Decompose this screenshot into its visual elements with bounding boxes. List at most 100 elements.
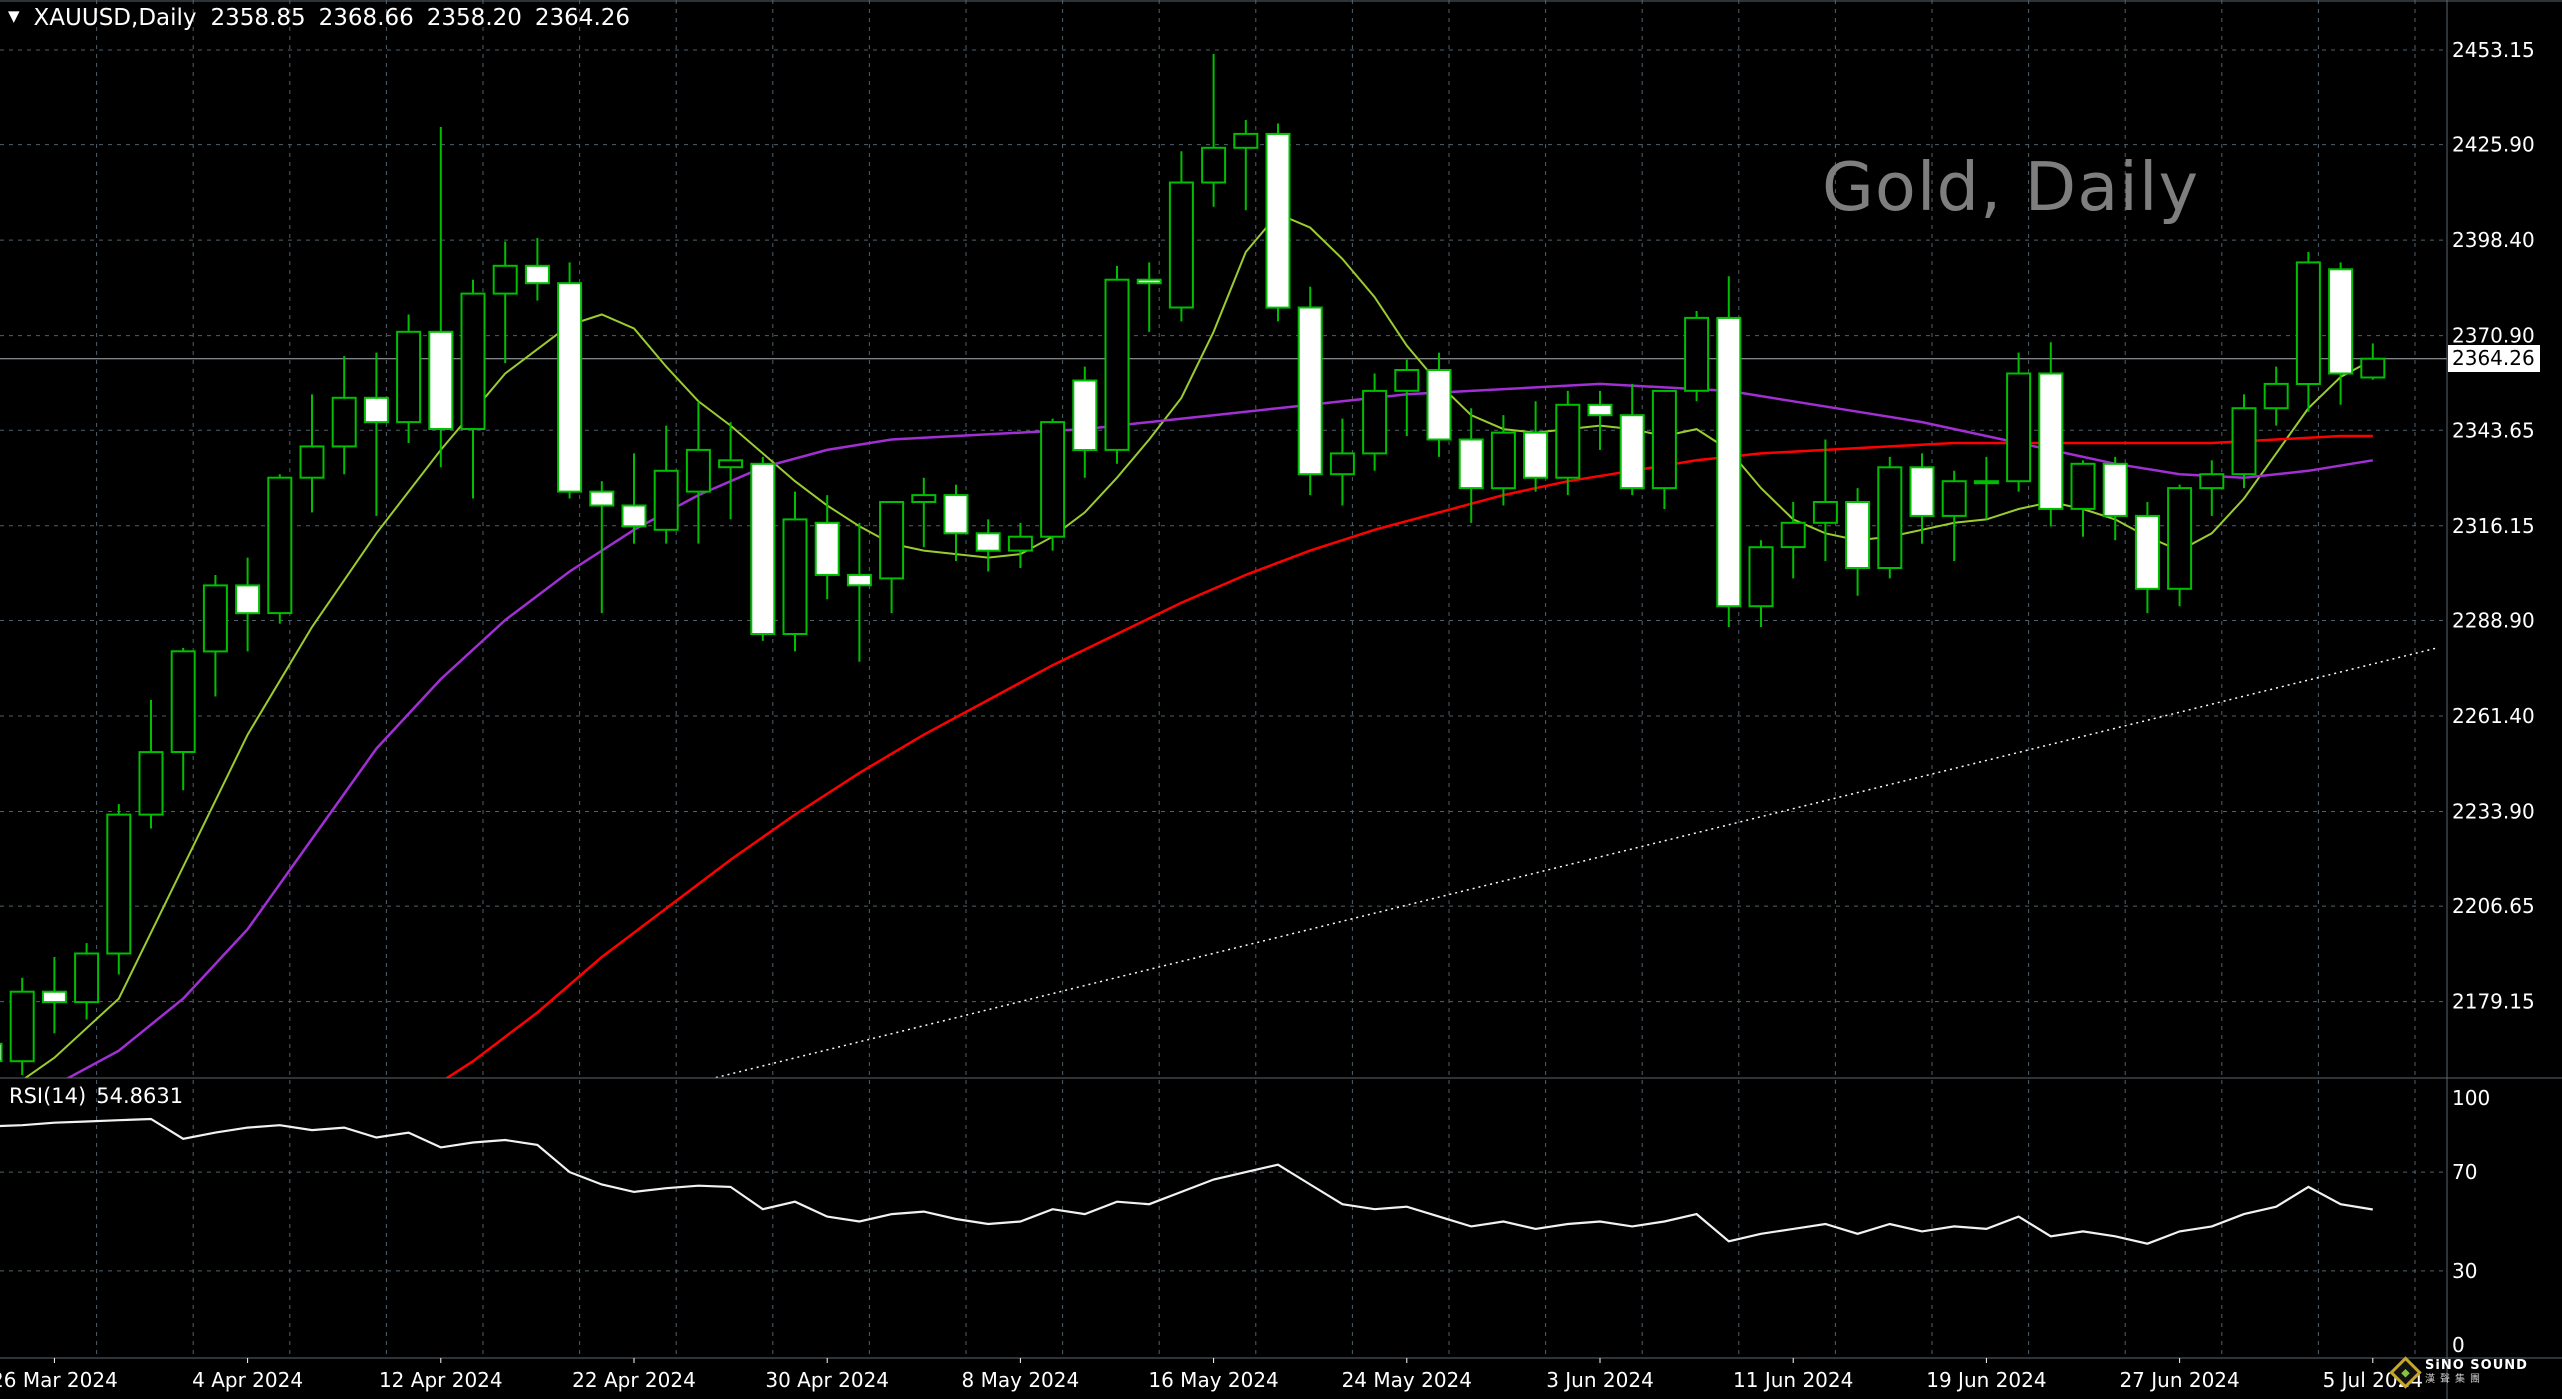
price-tick-label: 2343.65: [2452, 418, 2535, 442]
price-tick-label: 2261.40: [2452, 704, 2535, 728]
candle-body: [9, 990, 35, 1063]
candle-body: [428, 330, 454, 430]
rsi-tick-label: 0: [2452, 1333, 2465, 1357]
candle-body: [1716, 316, 1742, 608]
high-value: 2368.66: [318, 5, 414, 31]
price-tick-label: 2316.15: [2452, 514, 2535, 538]
date-tick-label: 11 Jun 2024: [1733, 1368, 1853, 1392]
candle-body: [170, 650, 196, 753]
candle-body: [2006, 372, 2032, 483]
rsi-series: [0, 1117, 2373, 1245]
candle-body: [1684, 316, 1710, 392]
candle-body: [460, 292, 486, 430]
candle-body: [138, 751, 164, 816]
current-price-tag: 2364.26: [2448, 345, 2540, 372]
candle-body: [1490, 431, 1516, 490]
candle-body: [2360, 357, 2386, 379]
candle-body: [299, 445, 325, 479]
low-value: 2358.20: [426, 5, 522, 31]
candle-body: [1040, 421, 1066, 538]
candle-body: [1233, 132, 1259, 149]
candle-body: [589, 490, 615, 507]
price-tick-label: 2425.90: [2452, 133, 2535, 157]
price-tick-label: 2206.65: [2452, 894, 2535, 918]
candle-body: [846, 573, 872, 587]
candle-body: [1780, 521, 1806, 549]
candle-body: [41, 990, 67, 1004]
candle-body: [1877, 466, 1903, 569]
price-tick-label: 2370.90: [2452, 324, 2535, 348]
candle-body: [782, 518, 808, 636]
broker-logo-icon: [2389, 1355, 2422, 1389]
candle-body: [1329, 452, 1355, 476]
chart-watermark: Gold, Daily: [1822, 148, 2200, 226]
candle-body: [1458, 438, 1484, 490]
price-tick-label: 2288.90: [2452, 608, 2535, 632]
broker-logo-name: SiNO SOUND: [2425, 1358, 2528, 1373]
candle-body: [1168, 181, 1194, 309]
candle-body: [331, 396, 357, 448]
series-ma_long: [444, 434, 2373, 1078]
candle-body: [879, 501, 905, 580]
price-tick-label: 2398.40: [2452, 228, 2535, 252]
candle-body: [2199, 473, 2225, 490]
candle-body: [1651, 389, 1677, 490]
close-value: 2364.26: [534, 5, 631, 31]
candle-body: [943, 494, 969, 535]
candle-body: [557, 282, 583, 493]
candle-body: [1812, 501, 1838, 524]
symbol-info-bar: ▼ XAUUSD,Daily 2358.85 2368.66 2358.20 2…: [8, 5, 630, 31]
broker-logo-cjk: 漢聲集團: [2425, 1373, 2485, 1385]
candle-body: [2263, 382, 2289, 410]
rsi-tick-label: 30: [2452, 1259, 2477, 1283]
date-tick-label: 19 Jun 2024: [1926, 1368, 2046, 1392]
candle-body: [1555, 403, 1581, 479]
date-tick-label: 22 Apr 2024: [572, 1368, 696, 1392]
date-tick-label: 26 Mar 2024: [0, 1368, 118, 1392]
candle-body: [1426, 369, 1452, 441]
candle-body: [396, 330, 422, 424]
date-tick-label: 16 May 2024: [1148, 1368, 1278, 1392]
candle-body: [202, 584, 228, 653]
candle-body: [1619, 414, 1645, 490]
series-ma_fast: [23, 212, 2374, 1078]
candle-body: [2231, 407, 2257, 476]
price-tick-label: 2179.15: [2452, 990, 2535, 1014]
candle-body: [1072, 379, 1098, 451]
time-axis[interactable]: 26 Mar 2024 4 Apr 2024 12 Apr 2024 22 Apr 2…: [0, 1358, 2423, 1392]
candle-body: [975, 532, 1001, 552]
candle-body: [524, 264, 550, 285]
candle-body: [685, 448, 711, 493]
candle-body: [235, 584, 261, 615]
candle-body: [1941, 480, 1967, 517]
candle-body: [0, 1042, 3, 1063]
price-axis[interactable]: 2453.15 2425.90 2398.40 2370.90 2343.65 2316.…: [2452, 38, 2535, 1357]
candle-body: [2102, 462, 2128, 517]
rsi-indicator-label: RSI(14) 54.8631: [9, 1084, 183, 1108]
candle-body: [492, 264, 518, 295]
price-tick-label: 2453.15: [2452, 38, 2535, 62]
symbol-period-label: XAUUSD,Daily: [33, 5, 197, 31]
symbol-dropdown-icon[interactable]: ▼: [8, 7, 20, 25]
price-tick-label: 2233.90: [2452, 799, 2535, 823]
candle-body: [1523, 431, 1549, 479]
date-tick-label: 3 Jun 2024: [1546, 1368, 1654, 1392]
candle-body: [1297, 306, 1323, 476]
rsi-name: RSI(14): [9, 1084, 87, 1108]
candle-body: [74, 952, 100, 1004]
candle-body: [1136, 278, 1162, 285]
candle-body: [621, 504, 647, 528]
candle-body: [1909, 466, 1935, 517]
date-tick-label: 27 Jun 2024: [2119, 1368, 2239, 1392]
candle-body: [2328, 268, 2354, 375]
open-value: 2358.85: [210, 5, 306, 31]
candle-body: [1265, 132, 1291, 309]
candle-body: [2070, 462, 2096, 510]
candles: [0, 53, 2386, 1076]
candle-body: [2167, 487, 2193, 590]
date-tick-label: 12 Apr 2024: [379, 1368, 503, 1392]
date-tick-label: 24 May 2024: [1342, 1368, 1472, 1392]
